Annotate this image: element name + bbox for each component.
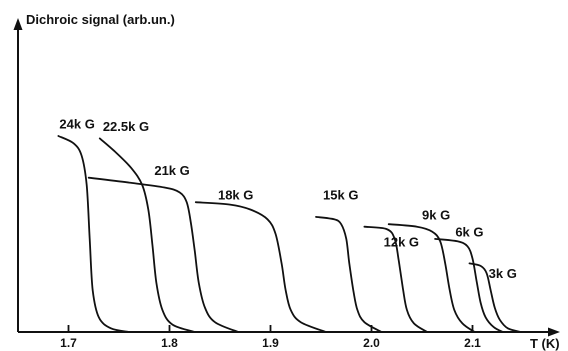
series-label-6kg: 6k G: [455, 224, 483, 239]
series-line-24kg: [57, 135, 130, 333]
series-line-18kg: [194, 201, 327, 333]
x-tick-label: 1.8: [161, 336, 178, 350]
x-tick-label: 1.9: [262, 336, 279, 350]
series-label-21kg: 21k G: [154, 163, 189, 178]
y-axis-label: Dichroic signal (arb.un.): [26, 12, 175, 27]
series-label-15kg: 15k G: [323, 188, 358, 203]
curve-labels: 24k G 22.5k G 21k G 18k G 15k G 12k G9k G 6k G…: [59, 117, 516, 281]
x-tick-label: 1.7: [60, 336, 77, 350]
series-line-22-5kg: [98, 137, 196, 333]
x-axis-arrow: [548, 327, 560, 337]
x-tick-label: 2.1: [464, 336, 481, 350]
series-label-22-5kg: 22.5k G: [103, 119, 149, 134]
series-label-24kg: 24k G: [59, 117, 94, 132]
x-axis-label: T (K): [530, 336, 560, 351]
series-label-12kg: 12k G: [384, 234, 419, 249]
series-label-18kg: 18k G: [218, 188, 253, 203]
series-label-9kg: 9k G: [422, 207, 450, 222]
x-tick-label: 2.0: [363, 336, 380, 350]
series-line-21kg: [87, 176, 240, 333]
y-axis-arrow: [13, 18, 23, 30]
series-line-6kg: [434, 238, 504, 333]
series-label-3kg: 3k G: [489, 266, 517, 281]
curves: [57, 135, 522, 333]
series-line-15kg: [315, 216, 383, 333]
x-ticks: 1.7 1.8 1.9 2.0 2.1: [60, 325, 481, 350]
series-line-9kg: [387, 223, 476, 333]
series-line-12kg: [363, 225, 428, 333]
series-line-3kg: [468, 262, 522, 333]
